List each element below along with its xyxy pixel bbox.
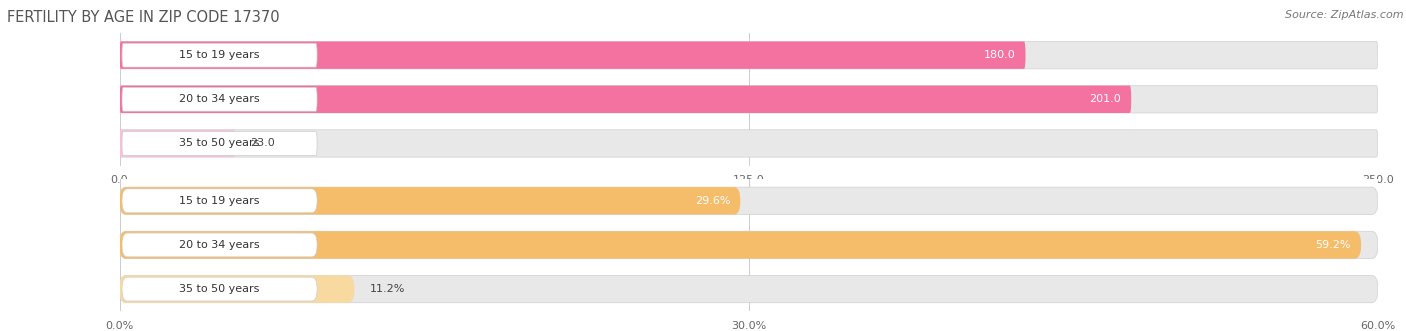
Text: Source: ZipAtlas.com: Source: ZipAtlas.com — [1285, 10, 1403, 20]
Text: 20 to 34 years: 20 to 34 years — [179, 94, 260, 104]
FancyBboxPatch shape — [122, 233, 318, 257]
Text: 11.2%: 11.2% — [370, 284, 405, 294]
Text: 29.6%: 29.6% — [695, 196, 730, 206]
FancyBboxPatch shape — [120, 41, 1025, 69]
FancyBboxPatch shape — [120, 130, 235, 157]
Text: 59.2%: 59.2% — [1316, 240, 1351, 250]
FancyBboxPatch shape — [120, 187, 1378, 214]
FancyBboxPatch shape — [122, 131, 318, 155]
FancyBboxPatch shape — [120, 275, 354, 303]
FancyBboxPatch shape — [122, 189, 318, 213]
FancyBboxPatch shape — [122, 277, 318, 301]
FancyBboxPatch shape — [122, 43, 318, 67]
FancyBboxPatch shape — [120, 130, 1378, 157]
FancyBboxPatch shape — [120, 41, 1378, 69]
Text: 35 to 50 years: 35 to 50 years — [180, 284, 260, 294]
FancyBboxPatch shape — [120, 231, 1361, 259]
Text: FERTILITY BY AGE IN ZIP CODE 17370: FERTILITY BY AGE IN ZIP CODE 17370 — [7, 10, 280, 25]
Text: 15 to 19 years: 15 to 19 years — [180, 50, 260, 60]
FancyBboxPatch shape — [122, 87, 318, 111]
Text: 180.0: 180.0 — [984, 50, 1015, 60]
FancyBboxPatch shape — [120, 86, 1132, 113]
FancyBboxPatch shape — [120, 187, 741, 214]
Text: 35 to 50 years: 35 to 50 years — [180, 138, 260, 148]
FancyBboxPatch shape — [120, 275, 1378, 303]
FancyBboxPatch shape — [120, 86, 1378, 113]
Text: 201.0: 201.0 — [1090, 94, 1121, 104]
Text: 23.0: 23.0 — [250, 138, 276, 148]
Text: 15 to 19 years: 15 to 19 years — [180, 196, 260, 206]
FancyBboxPatch shape — [120, 231, 1378, 259]
Text: 20 to 34 years: 20 to 34 years — [179, 240, 260, 250]
